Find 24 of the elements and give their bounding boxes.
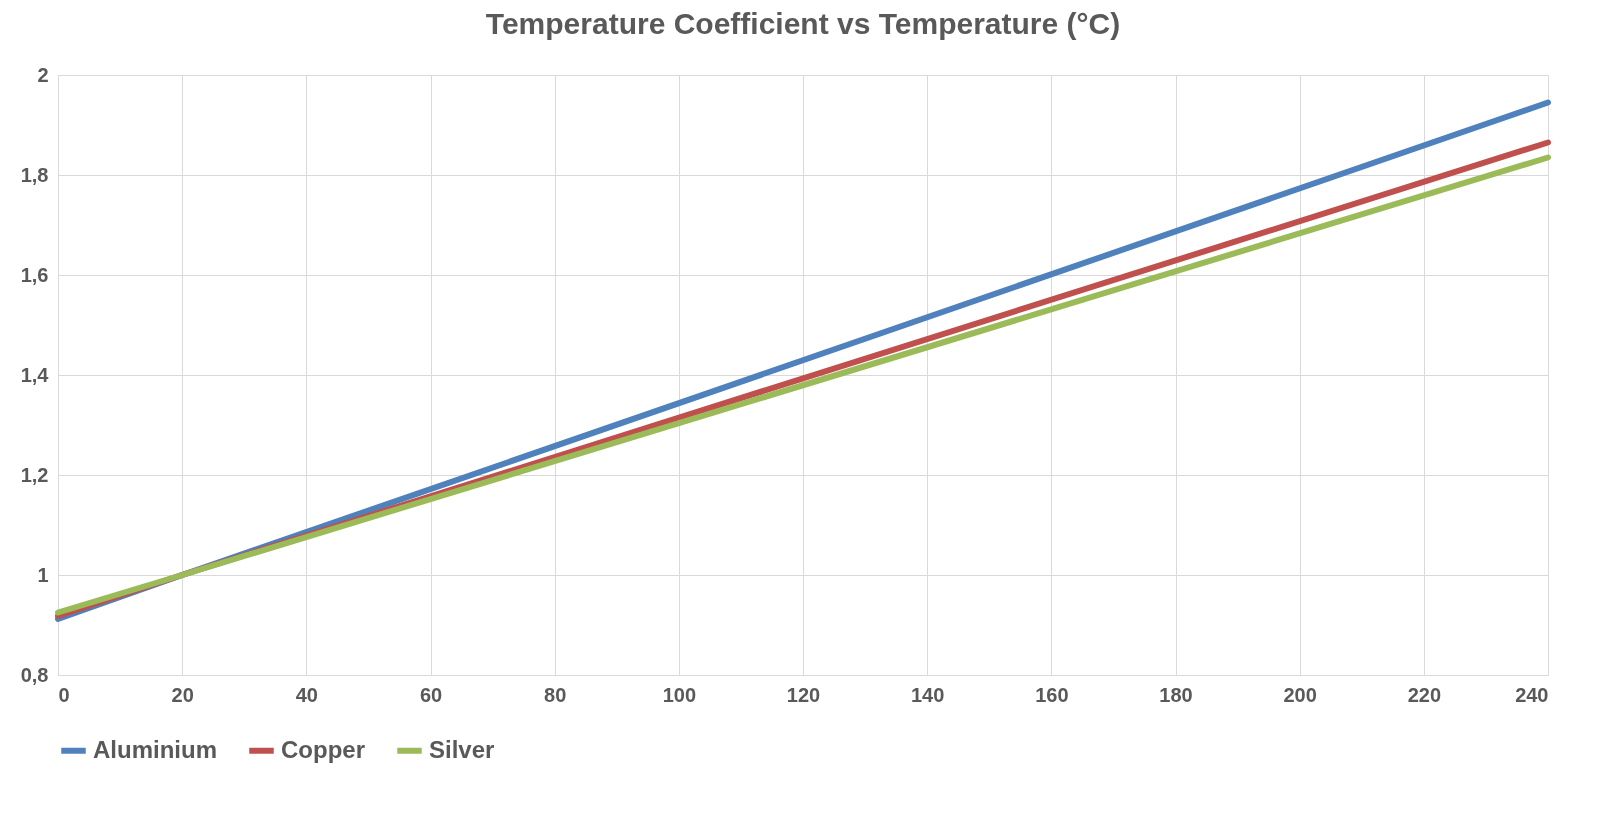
x-tick-label: 60 bbox=[419, 683, 443, 706]
x-tick-label: 160 bbox=[1035, 683, 1069, 706]
y-tick-label: 1,6 bbox=[20, 263, 49, 286]
x-tick-label: 180 bbox=[1159, 683, 1193, 706]
x-tick-label: 80 bbox=[544, 683, 567, 706]
y-tick-label: 1 bbox=[37, 563, 49, 586]
x-tick-label: 120 bbox=[786, 683, 821, 706]
y-tick-label: 0,8 bbox=[20, 663, 49, 686]
chart-title: Temperature Coefficient vs Temperature (°C) bbox=[485, 7, 1121, 40]
y-tick-label: 1,2 bbox=[20, 463, 49, 486]
x-tick-label: 20 bbox=[171, 683, 194, 706]
x-tick-label: 200 bbox=[1283, 683, 1317, 706]
x-tick-label: 240 bbox=[1515, 683, 1549, 706]
legend-label: Silver bbox=[429, 735, 495, 763]
x-tick-label: 40 bbox=[295, 683, 318, 706]
legend-label: Copper bbox=[281, 735, 365, 763]
y-tick-label: 2 bbox=[37, 63, 49, 86]
y-tick-label: 1,8 bbox=[20, 163, 49, 186]
x-tick-label: 220 bbox=[1407, 683, 1442, 706]
legend-label: Aluminium bbox=[93, 735, 217, 763]
x-tick-label: 140 bbox=[910, 683, 945, 706]
x-tick-label: 0 bbox=[58, 683, 70, 706]
y-tick-label: 1,4 bbox=[20, 363, 50, 386]
x-tick-label: 100 bbox=[662, 683, 697, 706]
